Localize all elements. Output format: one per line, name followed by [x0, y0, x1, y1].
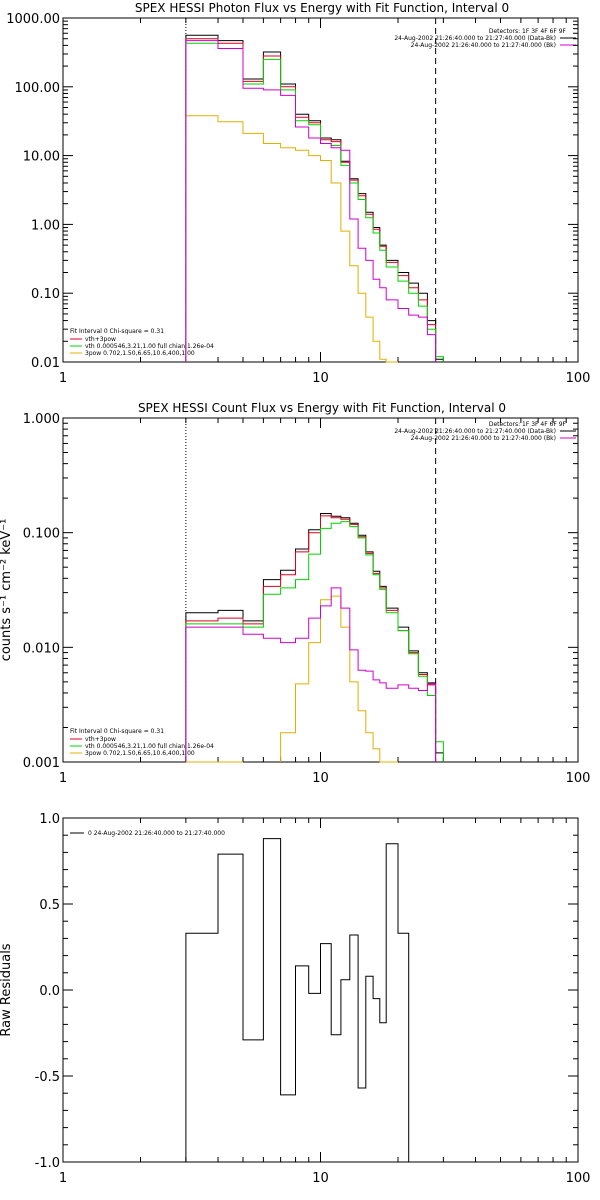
count-flux-panel: SPEX HESSI Count Flux vs Energy with Fit… [0, 401, 576, 757]
residuals-ylabel: Raw Residuals [0, 943, 14, 1036]
series-3pow [185, 115, 398, 363]
count-fit-legend: Fit Interval 0 Chi-square = 0.31 vth+3po… [70, 728, 214, 757]
residuals-panel: Raw Residuals 0 24-Aug-2002 21:26:40.000… [0, 830, 225, 1037]
count-info-line: 24-Aug-2002 21:26:40.000 to 21:27:40.000… [411, 435, 556, 442]
y-tick-label: 0.5 [39, 898, 60, 913]
fit-legend-line: 3pow 0.702,1.50,6.65,10.6,400,1.00 [85, 350, 195, 357]
x-tick-label: 100 [566, 371, 591, 386]
y-tick-label: -1.0 [35, 1156, 60, 1171]
fit-legend-line: vth+3pow [85, 736, 116, 743]
y-tick-label: 1.00 [31, 218, 60, 233]
y-tick-label: 0.001 [23, 756, 60, 771]
x-tick-label: 1 [59, 371, 67, 386]
photon-flux-panel: SPEX HESSI Photon Flux vs Energy with Fi… [70, 1, 576, 357]
series-vth [185, 42, 444, 362]
y-tick-label: 1.0 [39, 812, 60, 827]
count-flux-info: Detectors: 1F 3F 4F 6F 9F 24-Aug-2002 21… [394, 421, 576, 442]
x-tick-label: 1 [59, 1171, 67, 1186]
count-info-line: Detectors: 1F 3F 4F 6F 9F [489, 421, 567, 428]
chart-2: 1 10 100 -1.0 -0.5 0.0 0.5 1.0 [35, 812, 591, 1186]
photon-info-line: Detectors: 1F 3F 4F 6F 9F [489, 28, 567, 35]
fit-legend-line: vth 0.000546,3.21,1.00 full chian 1.26e-… [85, 343, 214, 350]
x-tick-label: 100 [566, 1171, 591, 1186]
x-tick-label: 1 [59, 771, 67, 786]
count-info-line: 24-Aug-2002 21:26:40.000 to 21:27:40.000… [394, 428, 556, 435]
series-data [185, 34, 444, 362]
photon-flux-title: SPEX HESSI Photon Flux vs Energy with Fi… [135, 1, 509, 15]
fit-legend-line: vth 0.000546,3.21,1.00 full chian 1.26e-… [85, 743, 214, 750]
x-tick-label: 100 [566, 771, 591, 786]
y-tick-label: -0.5 [35, 1070, 60, 1085]
y-tick-label: 0.010 [23, 641, 60, 656]
fit-legend-line: Fit Interval 0 Chi-square = 0.31 [70, 728, 164, 735]
chart-0: 1 10 100 0.01 0.10 1.00 10.00 100.00 1000.00 [6, 12, 590, 386]
series-3pow [185, 595, 398, 763]
series-bk [185, 40, 437, 362]
series-0-24-aug-2002-21-26-40-000-to-21-27-40-000 [185, 838, 436, 1163]
y-tick-label: 1.000 [23, 412, 60, 427]
photon-info-line: 24-Aug-2002 21:26:40.000 to 21:27:40.000… [411, 42, 556, 49]
photon-fit-legend: Fit Interval 0 Chi-square = 0.31 vth+3po… [70, 328, 214, 357]
chart-1: 1 10 100 0.001 0.010 0.100 1.000 [23, 412, 591, 786]
y-tick-label: 100.00 [15, 81, 61, 96]
x-tick-label: 10 [312, 371, 329, 386]
fit-legend-line: vth+3pow [85, 336, 116, 343]
count-flux-title: SPEX HESSI Count Flux vs Energy with Fit… [138, 401, 506, 415]
y-tick-label: 0.100 [23, 527, 60, 542]
series-vth [185, 521, 444, 762]
y-tick-label: 10.00 [23, 150, 60, 165]
series-bk [185, 587, 437, 762]
y-tick-label: 0.10 [31, 287, 60, 302]
y-tick-label: 1000.00 [6, 12, 60, 27]
fit-legend-line: Fit Interval 0 Chi-square = 0.31 [70, 328, 164, 335]
photon-info-line: 24-Aug-2002 21:26:40.000 to 21:27:40.000… [394, 35, 556, 42]
y-tick-label: 0.01 [31, 356, 60, 371]
residuals-legend-text: 0 24-Aug-2002 21:26:40.000 to 21:27:40.0… [88, 830, 225, 837]
x-tick-label: 10 [312, 1171, 329, 1186]
series-data [185, 513, 444, 762]
x-tick-label: 10 [312, 771, 329, 786]
fit-legend-line: 3pow 0.702,1.50,6.65,10.6,400,1.00 [85, 750, 195, 757]
y-tick-label: 0.0 [39, 984, 60, 999]
count-flux-ylabel: counts s⁻¹ cm⁻² keV⁻¹ [0, 519, 14, 662]
